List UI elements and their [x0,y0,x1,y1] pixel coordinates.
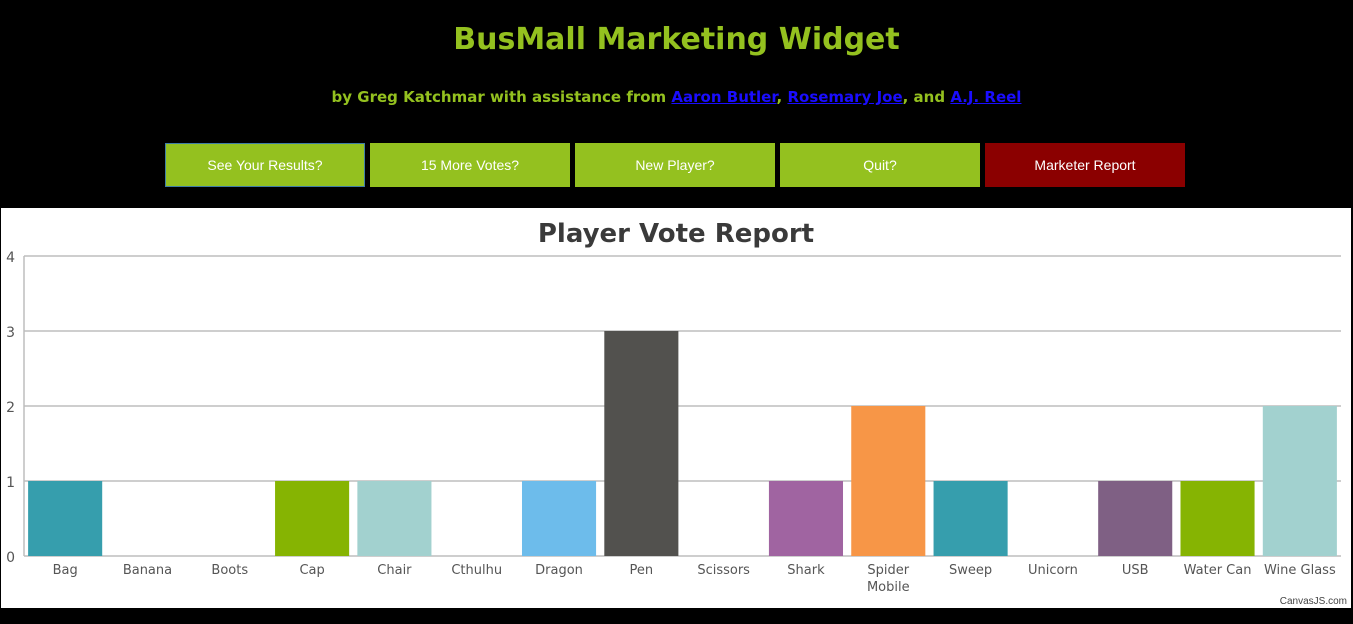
y-tick-label: 4 [6,250,15,266]
x-tick-label: Shark [787,563,825,578]
bar-pen[interactable] [604,331,679,556]
y-tick-label: 1 [6,475,15,491]
bar-dragon[interactable] [521,481,597,556]
x-tick-label: Boots [211,563,248,578]
x-tick-label: Spider Mobile [867,563,910,595]
bar-spider-mobile[interactable] [851,406,926,556]
see-results-button[interactable]: See Your Results? [165,143,365,187]
x-tick-label: Scissors [697,563,750,578]
x-tick-label: Water Can [1184,563,1252,578]
bar-cap[interactable] [275,481,350,556]
bar-shark[interactable] [768,481,844,556]
x-tick-label: Wine Glass [1264,563,1336,578]
page-title: BusMall Marketing Widget [453,22,900,57]
bar-water-can[interactable] [1180,481,1255,556]
byline-text: by Greg Katchmar with assistance from [331,88,672,106]
x-tick-label: Sweep [949,563,992,578]
bar-chair[interactable] [357,481,432,556]
x-tick-label: USB [1122,563,1149,578]
more-votes-button[interactable]: 15 More Votes? [370,143,570,187]
bar-usb[interactable] [1098,481,1173,556]
bar-wine-glass[interactable] [1262,406,1337,556]
y-tick-label: 3 [6,325,15,341]
byline-separator-and: , and [902,88,951,106]
x-tick-label: Unicorn [1028,563,1078,578]
y-tick-label: 2 [6,400,15,416]
contributor-link-2[interactable]: Rosemary Joe [787,88,903,106]
x-tick-label: Cap [299,563,324,578]
byline: by Greg Katchmar with assistance from Aa… [0,88,1353,106]
y-tick-label: 0 [6,550,15,566]
marketer-report-button[interactable]: Marketer Report [985,143,1185,187]
contributor-link-1[interactable]: Aaron Butler [671,88,777,106]
x-tick-label: Dragon [535,563,583,578]
quit-button[interactable]: Quit? [780,143,980,187]
chart-credit[interactable]: CanvasJS.com [1279,596,1347,607]
bar-sweep[interactable] [933,481,1008,556]
new-player-button[interactable]: New Player? [575,143,775,187]
x-tick-label: Bag [53,563,78,578]
bar-bag[interactable] [28,481,103,556]
x-tick-label: Chair [377,563,412,578]
chart-container: Player Vote Report 0 1 2 3 4 Bag Banana Boots Ca… [1,208,1351,608]
x-tick-label: Cthulhu [451,563,502,578]
contributor-link-3[interactable]: A.J. Reel [950,88,1022,106]
x-tick-label: Pen [630,563,654,578]
x-tick-label: Banana [123,563,172,578]
chart-title: Player Vote Report [538,219,814,249]
byline-separator: , [776,88,788,106]
vote-chart: Player Vote Report 0 1 2 3 4 Bag Banana Boots Ca… [6,219,1341,595]
button-row: See Your Results? 15 More Votes? New Pla… [165,143,1185,187]
